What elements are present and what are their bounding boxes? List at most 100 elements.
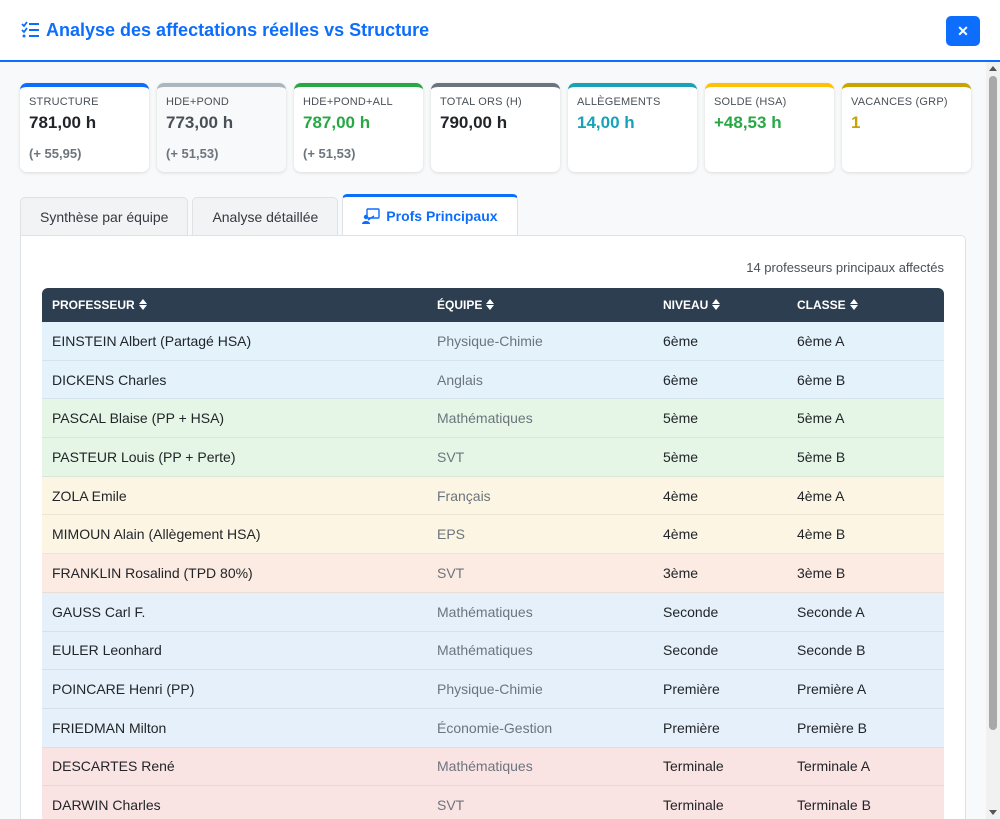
stats-row: STRUCTURE 781,00 h (+ 55,95) HDE+POND 773,00…	[20, 83, 971, 172]
table-row: EULER Leonhard Mathématiques Seconde Second…	[42, 631, 944, 671]
stat-value: 790,00 h	[440, 113, 508, 132]
col-header-niveau[interactable]: NIVEAU	[653, 288, 787, 322]
tab-label: Profs Principaux	[386, 208, 498, 224]
col-header-equipe[interactable]: ÉQUIPE	[427, 288, 653, 322]
stat-card: HDE+POND 773,00 h (+ 51,53)	[157, 83, 286, 172]
cell-niveau: 5ème	[653, 438, 787, 477]
modal-header: Analyse des affectations réelles vs Stru…	[0, 0, 1000, 62]
list-check-icon	[21, 21, 39, 38]
cell-niveau: Première	[653, 670, 787, 709]
tab-bar: Synthèse par équipe Analyse détaillée Pr…	[20, 194, 518, 235]
cell-classe: Première B	[787, 709, 944, 748]
sort-icon	[486, 299, 495, 310]
cell-niveau: Première	[653, 709, 787, 748]
cell-classe: 6ème A	[787, 322, 944, 361]
tab-analyse[interactable]: Analyse détaillée	[192, 197, 339, 235]
cell-niveau: Seconde	[653, 632, 787, 671]
stat-card: HDE+POND+ALL 787,00 h (+ 51,53)	[294, 83, 423, 172]
sort-icon	[138, 299, 147, 310]
table-row: GAUSS Carl F. Mathématiques Seconde Seconde…	[42, 592, 944, 632]
cell-professeur: PASCAL Blaise (PP + HSA)	[42, 399, 427, 439]
scroll-up-arrow-icon[interactable]	[989, 66, 997, 71]
cell-classe: Seconde A	[787, 593, 944, 632]
table-row: DARWIN Charles SVT Terminale Terminale B	[42, 786, 944, 819]
cell-equipe: Mathématiques	[427, 748, 653, 787]
table-row: DICKENS Charles Anglais 6ème 6ème B	[42, 360, 944, 400]
cell-niveau: 5ème	[653, 399, 787, 439]
stat-value: 781,00 h	[29, 113, 97, 132]
stat-delta: (+ 55,95)	[29, 146, 82, 161]
table-row: ZOLA Emile Français 4ème 4ème A	[42, 476, 944, 516]
cell-professeur: FRANKLIN Rosalind (TPD 80%)	[42, 554, 427, 593]
cell-equipe: Anglais	[427, 361, 653, 400]
cell-niveau: 6ème	[653, 361, 787, 400]
cell-professeur: FRIEDMAN Milton	[42, 709, 427, 748]
sort-icon	[849, 299, 858, 310]
stat-value: 14,00 h	[577, 113, 635, 132]
cell-classe: 3ème B	[787, 554, 944, 593]
stat-value: +48,53 h	[714, 113, 782, 132]
stat-label: HDE+POND+ALL	[303, 96, 393, 108]
cell-classe: Terminale A	[787, 748, 944, 787]
cell-professeur: EINSTEIN Albert (Partagé HSA)	[42, 322, 427, 361]
stat-card: VACANCES (GRP) 1	[842, 83, 971, 172]
stat-card: STRUCTURE 781,00 h (+ 55,95)	[20, 83, 149, 172]
cell-niveau: 6ème	[653, 322, 787, 361]
modal-title-text: Analyse des affectations réelles vs Stru…	[46, 19, 430, 40]
cell-classe: 4ème A	[787, 477, 944, 516]
stat-label: HDE+POND	[166, 96, 230, 108]
cell-niveau: Terminale	[653, 748, 787, 787]
cell-niveau: 4ème	[653, 477, 787, 516]
col-header-professeur[interactable]: PROFESSEUR	[42, 288, 427, 322]
close-button[interactable]: ✕	[946, 16, 980, 46]
stat-label: STRUCTURE	[29, 96, 99, 108]
table-row: POINCARE Henri (PP) Physique-Chimie Premiè…	[42, 670, 944, 709]
cell-classe: Terminale B	[787, 786, 944, 819]
table-row: PASTEUR Louis (PP + Perte) SVT 5ème 5ème B	[42, 438, 944, 477]
table-row: FRANKLIN Rosalind (TPD 80%) SVT 3ème 3ème B	[42, 554, 944, 593]
pp-table: PROFESSEUR ÉQUIPE NIVEAU CLASSE EINSTEIN…	[42, 288, 944, 819]
stat-value: 773,00 h	[166, 113, 234, 132]
table-row: PASCAL Blaise (PP + HSA) Mathématiques 5èm…	[42, 399, 944, 439]
cell-niveau: Terminale	[653, 786, 787, 819]
stat-delta: (+ 51,53)	[166, 146, 219, 161]
cell-professeur: EULER Leonhard	[42, 632, 427, 671]
cell-equipe: SVT	[427, 554, 653, 593]
scrollbar[interactable]	[986, 62, 1000, 819]
cell-equipe: EPS	[427, 515, 653, 555]
profs-principaux-panel: 14 professeurs principaux affectés PROFE…	[20, 235, 966, 819]
cell-equipe: Économie-Gestion	[427, 709, 653, 748]
cell-equipe: Mathématiques	[427, 399, 653, 439]
cell-equipe: SVT	[427, 786, 653, 819]
cell-professeur: DICKENS Charles	[42, 361, 427, 400]
stat-value: 1	[851, 113, 861, 132]
cell-professeur: MIMOUN Alain (Allègement HSA)	[42, 515, 427, 555]
table-row: FRIEDMAN Milton Économie-Gestion Première P…	[42, 708, 944, 748]
scroll-down-arrow-icon[interactable]	[989, 810, 997, 815]
cell-classe: Seconde B	[787, 632, 944, 671]
stat-value: 787,00 h	[303, 113, 371, 132]
teacher-icon	[362, 208, 380, 224]
tab-profs-principaux[interactable]: Profs Principaux	[342, 194, 518, 235]
cell-professeur: POINCARE Henri (PP)	[42, 670, 427, 709]
stat-label: VACANCES (GRP)	[851, 96, 948, 108]
stat-label: TOTAL ORS (H)	[440, 96, 522, 108]
sort-icon	[712, 299, 721, 310]
cell-equipe: Physique-Chimie	[427, 670, 653, 709]
tab-label: Analyse détaillée	[212, 208, 319, 225]
cell-equipe: Français	[427, 477, 653, 516]
cell-classe: 4ème B	[787, 515, 944, 555]
col-header-classe[interactable]: CLASSE	[787, 288, 944, 322]
table-header-row: PROFESSEUR ÉQUIPE NIVEAU CLASSE	[42, 288, 944, 322]
table-row: MIMOUN Alain (Allègement HSA) EPS 4ème 4ème…	[42, 515, 944, 555]
scroll-thumb[interactable]	[989, 76, 997, 730]
cell-classe: 5ème B	[787, 438, 944, 477]
cell-professeur: DARWIN Charles	[42, 786, 427, 819]
stat-card: ALLÈGEMENTS 14,00 h	[568, 83, 697, 172]
cell-classe: 5ème A	[787, 399, 944, 439]
stat-card: SOLDE (HSA) +48,53 h	[705, 83, 834, 172]
table-row: EINSTEIN Albert (Partagé HSA) Physique-Ch…	[42, 322, 944, 361]
modal-title: Analyse des affectations réelles vs Stru…	[20, 20, 429, 41]
tab-label: Synthèse par équipe	[40, 208, 169, 225]
tab-synthese[interactable]: Synthèse par équipe	[20, 197, 189, 235]
